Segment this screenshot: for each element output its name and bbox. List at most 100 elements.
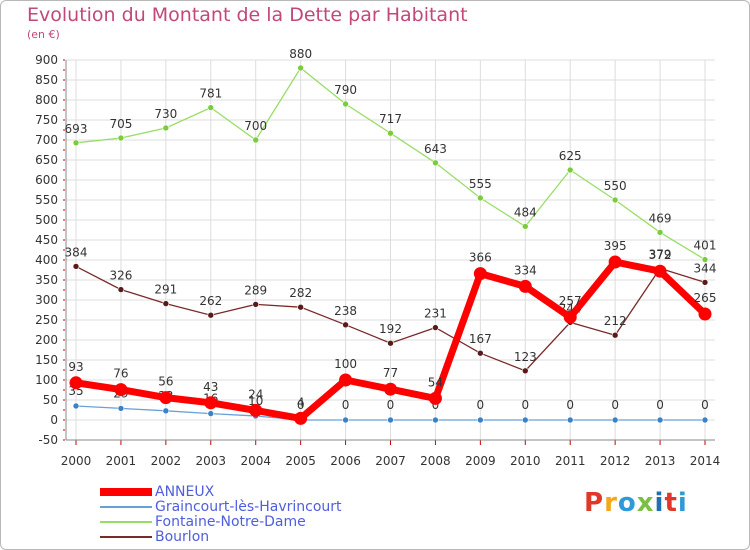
legend-item: ANNEUX xyxy=(100,484,400,500)
data-label: 469 xyxy=(649,211,672,225)
data-point xyxy=(521,223,529,230)
x-tick-label: 2014 xyxy=(690,454,721,468)
y-tick-label: 400 xyxy=(35,253,58,267)
data-label: 717 xyxy=(379,112,402,126)
y-minor-tick xyxy=(63,279,65,281)
y-tick-label: 150 xyxy=(35,353,58,367)
x-tick-label: 2010 xyxy=(510,454,541,468)
logo-letter: r xyxy=(604,488,618,518)
data-label: 0 xyxy=(342,398,350,412)
logo-letter: i xyxy=(654,488,665,518)
y-minor-tick xyxy=(63,259,65,261)
data-point xyxy=(207,311,215,319)
data-point xyxy=(117,134,125,142)
data-point xyxy=(432,416,439,424)
data-point xyxy=(653,264,667,278)
y-minor-tick xyxy=(63,249,65,251)
data-label: 212 xyxy=(604,314,627,328)
data-point xyxy=(342,416,349,424)
data-point xyxy=(162,300,170,307)
y-minor-tick xyxy=(63,369,65,371)
data-point xyxy=(518,279,532,293)
data-label: 379 xyxy=(649,247,672,261)
data-label: 192 xyxy=(379,322,402,336)
logo-letter: x xyxy=(636,488,655,518)
y-minor-tick xyxy=(63,389,65,391)
y-tick-label: 250 xyxy=(35,313,58,327)
data-point xyxy=(566,166,574,174)
data-label: 550 xyxy=(604,179,627,193)
data-point xyxy=(294,411,308,425)
data-label: 10 xyxy=(248,394,263,408)
data-point xyxy=(114,383,128,397)
data-point xyxy=(159,391,173,405)
y-tick-label: 800 xyxy=(35,93,58,107)
data-point xyxy=(162,124,170,132)
data-point xyxy=(698,307,712,321)
y-minor-tick xyxy=(63,379,65,381)
y-minor-tick xyxy=(63,139,65,141)
y-minor-tick xyxy=(63,359,65,361)
x-tick-label: 2001 xyxy=(106,454,137,468)
y-minor-tick xyxy=(63,109,65,111)
x-tick-label: 2007 xyxy=(375,454,406,468)
x-tick-label: 2004 xyxy=(240,454,271,468)
data-label: 24 xyxy=(248,387,263,401)
data-point xyxy=(521,367,529,375)
x-tick-label: 2000 xyxy=(61,454,92,468)
data-point xyxy=(387,129,394,137)
data-label: 334 xyxy=(514,263,537,277)
data-point xyxy=(473,267,487,281)
y-minor-tick xyxy=(63,319,65,321)
y-minor-tick xyxy=(63,199,65,201)
data-point xyxy=(563,310,577,324)
y-minor-tick xyxy=(63,69,65,71)
y-tick-label: 50 xyxy=(43,393,58,407)
y-minor-tick xyxy=(63,239,65,241)
data-label: 0 xyxy=(477,398,485,412)
y-minor-tick xyxy=(63,429,65,431)
y-minor-tick xyxy=(63,229,65,231)
y-minor-tick xyxy=(63,119,65,121)
y-minor-tick xyxy=(63,129,65,131)
y-minor-tick xyxy=(63,399,65,401)
y-minor-tick xyxy=(63,99,65,101)
legend-item: Fontaine-Notre-Dame xyxy=(100,514,400,530)
y-minor-tick xyxy=(63,419,65,421)
x-tick-label: 2013 xyxy=(645,454,676,468)
data-point xyxy=(428,391,442,405)
data-point xyxy=(701,416,709,424)
y-minor-tick xyxy=(63,269,65,271)
y-tick-label: -50 xyxy=(38,433,58,447)
data-point xyxy=(521,416,529,424)
data-point xyxy=(656,229,664,236)
y-minor-tick xyxy=(63,189,65,191)
data-label: 76 xyxy=(113,367,128,381)
data-label: 43 xyxy=(203,380,218,394)
data-point xyxy=(477,416,484,424)
y-minor-tick xyxy=(63,339,65,341)
y-minor-tick xyxy=(63,209,65,211)
y-tick-label: 600 xyxy=(35,173,58,187)
data-point xyxy=(608,255,622,269)
y-minor-tick xyxy=(63,219,65,221)
data-point xyxy=(207,104,215,111)
data-label: 0 xyxy=(701,398,709,412)
data-point xyxy=(611,331,619,339)
logo-letter: t xyxy=(664,488,678,518)
y-minor-tick xyxy=(63,309,65,311)
x-tick-label: 2008 xyxy=(420,454,451,468)
data-label: 401 xyxy=(694,239,717,253)
data-label: 291 xyxy=(154,283,177,297)
data-label: 238 xyxy=(334,304,357,318)
data-point xyxy=(477,349,484,357)
data-label: 167 xyxy=(469,332,492,346)
y-minor-tick xyxy=(63,179,65,181)
data-label: 257 xyxy=(559,294,582,308)
data-point xyxy=(701,256,709,263)
data-label: 93 xyxy=(68,360,83,374)
y-minor-tick xyxy=(63,289,65,291)
y-minor-tick xyxy=(63,79,65,81)
data-label: 54 xyxy=(428,375,443,389)
